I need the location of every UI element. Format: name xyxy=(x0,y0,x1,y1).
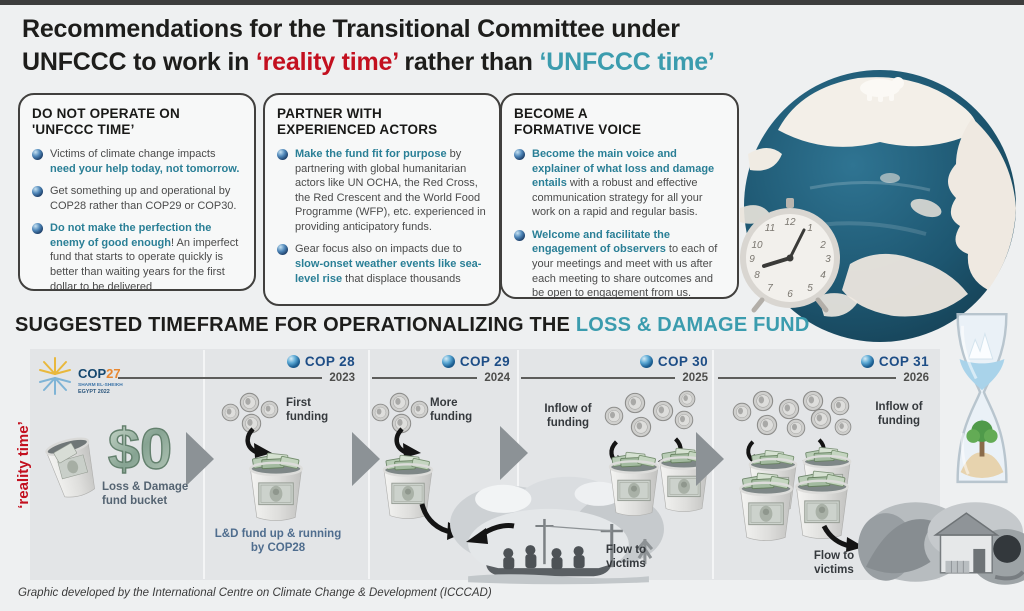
svg-text:$0: $0 xyxy=(108,418,172,482)
card-partner-actors: PARTNER WITH EXPERIENCED ACTORS Make the… xyxy=(263,93,501,306)
globe-bullet-icon xyxy=(514,149,525,161)
card-do-not-operate: DO NOT OPERATE ON 'UNFCCC TIME’ Victims … xyxy=(18,93,256,294)
timeline-line xyxy=(521,377,676,379)
globe-bullet-icon xyxy=(32,186,43,198)
bullet-text: Welcome and facilitate the engagement of… xyxy=(532,228,718,300)
bullet-item: Victims of climate change impacts need y… xyxy=(32,147,242,176)
svg-text:SHARM EL-SHEIKH: SHARM EL-SHEIKH xyxy=(78,382,123,388)
zero-dollars-graphic: $0 xyxy=(107,417,173,482)
timeline-line xyxy=(118,377,323,379)
bullet-item: Get something up and operational by COP2… xyxy=(32,184,242,213)
globe-icon xyxy=(286,355,300,368)
polar-bear-icon xyxy=(860,77,904,102)
bullet-item: Welcome and facilitate the engagement of… xyxy=(514,228,725,301)
loss-damage-fund-highlight: LOSS & DAMAGE FUND xyxy=(575,314,810,336)
svg-text:7: 7 xyxy=(767,283,773,294)
reality-time-highlight: ‘reality time’ xyxy=(255,47,398,76)
globe-icon xyxy=(860,355,874,368)
page-title-line1: Recommendations for the Transitional Com… xyxy=(22,15,680,43)
page-title-line2: UNFCCC to work in ‘reality time’ rather … xyxy=(22,47,715,76)
flow-to-victims-label: Flow to victims xyxy=(813,550,855,577)
flow-to-victims-arrow xyxy=(466,523,515,544)
fund-bucket-illustration xyxy=(244,450,308,526)
bullet-text: Become the main voice and explainer of w… xyxy=(532,148,715,219)
stage-arrow-icon xyxy=(186,432,214,486)
svg-text:2: 2 xyxy=(819,240,826,251)
card-title: PARTNER WITH EXPERIENCED ACTORS xyxy=(277,106,438,138)
globe-bullet-icon xyxy=(32,223,43,235)
svg-text:3: 3 xyxy=(825,254,831,265)
empty-bucket-illustration xyxy=(45,437,95,498)
bullet-text: Gear focus also on impacts due to slow-o… xyxy=(295,243,482,285)
bullet-item: Gear focus also on impacts due to slow-o… xyxy=(277,242,487,286)
globe-bullet-icon xyxy=(32,149,43,161)
cop-name: COP 30 xyxy=(657,354,708,369)
fund-bucket-illustration xyxy=(734,468,798,548)
svg-text:4: 4 xyxy=(820,270,826,281)
timeline-line xyxy=(718,377,897,379)
svg-text:5: 5 xyxy=(807,283,813,294)
cop-name: COP 29 xyxy=(459,354,510,369)
bullet-text: Get something up and operational by COP2… xyxy=(50,185,237,212)
svg-text:1: 1 xyxy=(807,223,813,234)
funding-flow-arrow xyxy=(394,427,421,458)
hourglass-illustration xyxy=(956,312,1008,484)
globe-bullet-icon xyxy=(514,229,525,241)
card-formative-voice: BECOME A FORMATIVE VOICE Become the main… xyxy=(500,93,739,299)
bullet-text: Make the fund fit for purpose by partner… xyxy=(295,148,486,233)
stage-arrow-icon xyxy=(352,432,380,486)
page-title: Recommendations for the Transitional Com… xyxy=(22,13,802,78)
more-funding-label: More funding xyxy=(430,397,473,424)
section-title: SUGGESTED TIMEFRAME FOR OPERATIONALIZING… xyxy=(15,314,810,336)
first-funding-label: First funding xyxy=(286,397,329,424)
bullet-item: Make the fund fit for purpose by partner… xyxy=(277,147,487,234)
svg-text:12: 12 xyxy=(784,217,796,228)
bullet-text: Do not make the perfection the enemy of … xyxy=(50,222,239,293)
svg-text:COP27: COP27 xyxy=(78,366,121,381)
svg-text:10: 10 xyxy=(751,240,763,251)
svg-text:6: 6 xyxy=(787,289,793,300)
bullet-item: Do not make the perfection the enemy of … xyxy=(32,221,242,294)
svg-text:EGYPT 2022: EGYPT 2022 xyxy=(78,389,110,395)
svg-text:8: 8 xyxy=(754,270,760,281)
globe-bullet-icon xyxy=(277,244,288,256)
fund-bucket-label: Loss & Damage fund bucket xyxy=(102,481,189,508)
cop31-header: COP 31 2026 xyxy=(718,353,929,384)
timeline-line xyxy=(372,377,478,379)
cop-name: COP 31 xyxy=(878,354,929,369)
svg-text:9: 9 xyxy=(749,254,755,265)
globe-icon xyxy=(441,355,455,368)
credit-line: Graphic developed by the International C… xyxy=(18,587,492,599)
cop27-logo: COP27 SHARM EL-SHEIKH EGYPT 2022 xyxy=(39,357,123,395)
cop30-header: COP 30 2025 xyxy=(521,353,708,384)
cop-year: 2023 xyxy=(329,372,355,384)
cop-year: 2024 xyxy=(484,372,510,384)
bullet-text: Victims of climate change impacts need y… xyxy=(50,148,240,175)
card-title: DO NOT OPERATE ON 'UNFCCC TIME’ xyxy=(32,106,180,138)
card-title: BECOME A FORMATIVE VOICE xyxy=(514,106,642,138)
unfccc-time-highlight: ‘UNFCCC time’ xyxy=(539,47,715,76)
cop28-header: COP 28 2023 xyxy=(118,353,355,384)
svg-text:11: 11 xyxy=(765,223,775,234)
reality-time-axis-label: ‘reality time’ xyxy=(15,421,32,509)
inflow-funding-label: Inflow of funding xyxy=(875,401,923,428)
cop-name: COP 28 xyxy=(304,354,355,369)
globe-icon xyxy=(639,355,653,368)
stage-arrow-icon xyxy=(696,432,724,486)
globe-bullet-icon xyxy=(277,149,288,161)
inflow-funding-label: Inflow of funding xyxy=(544,403,592,430)
cop-year: 2025 xyxy=(682,372,708,384)
cop-year: 2026 xyxy=(903,372,929,384)
fund-running-label: L&D fund up & running by COP28 xyxy=(214,528,342,555)
bullet-item: Become the main voice and explainer of w… xyxy=(514,147,725,220)
storm-house-scene-illustration xyxy=(857,502,1024,585)
top-border-strip xyxy=(0,0,1024,5)
stage-arrow-icon xyxy=(500,426,528,480)
flow-to-victims-label: Flow to victims xyxy=(605,544,647,571)
fund-bucket-illustration xyxy=(604,448,664,522)
cop29-header: COP 29 2024 xyxy=(372,353,510,384)
